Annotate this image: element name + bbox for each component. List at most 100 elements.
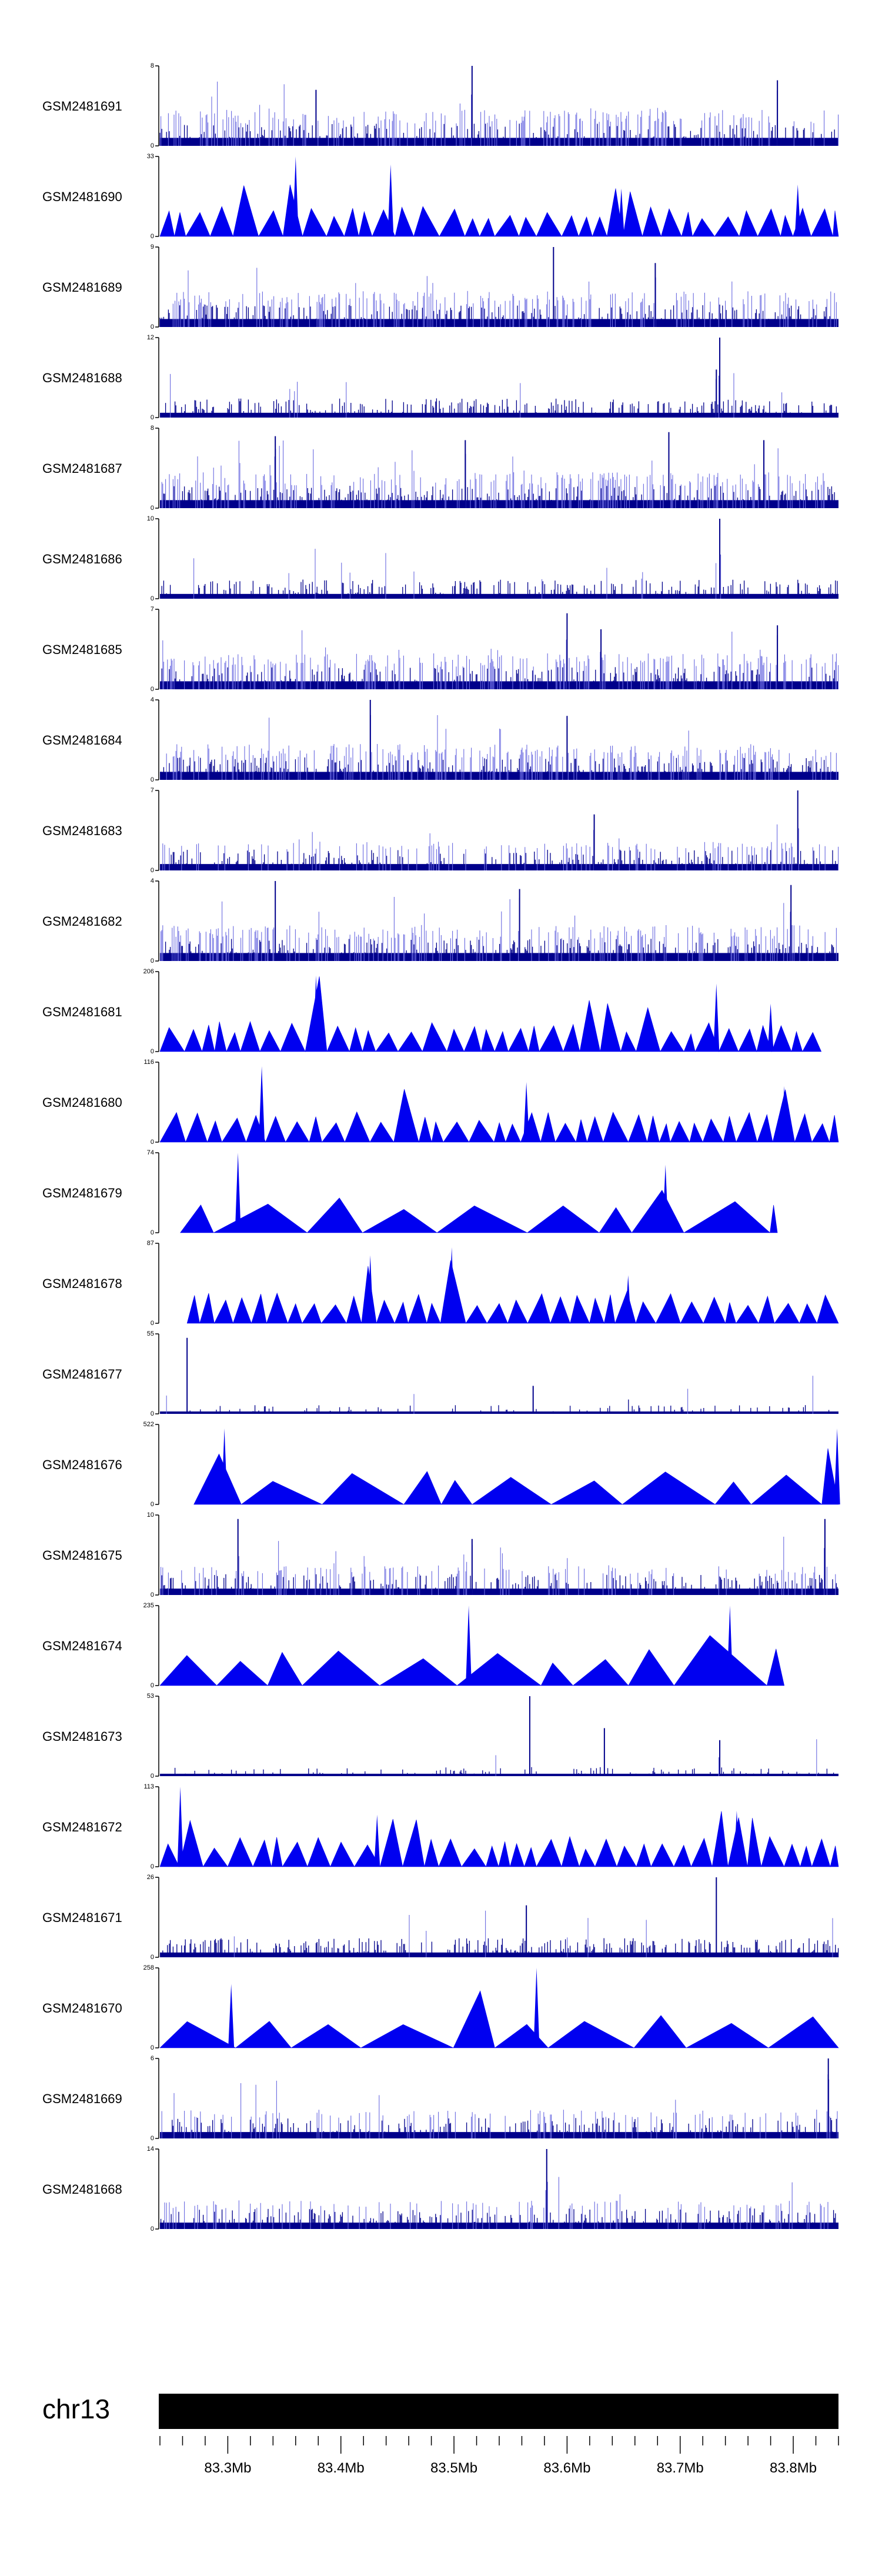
y-max-label: 87 — [147, 1240, 154, 1247]
coverage-area — [159, 976, 822, 1053]
track-GSM2481673: GSM2481673 53 0 — [42, 1693, 838, 1780]
coverage-peak — [313, 975, 319, 1052]
y-min-label: 0 — [151, 1139, 154, 1146]
coverage-peak — [374, 1814, 380, 1867]
track-label: GSM2481668 — [42, 2182, 122, 2197]
coverage-peak — [387, 164, 394, 236]
y-max-label: 522 — [143, 1421, 154, 1428]
y-max-label: 14 — [147, 2145, 154, 2153]
y-min-label: 0 — [151, 2044, 154, 2051]
track-label: GSM2481679 — [42, 1186, 122, 1200]
coverage-peak — [367, 1255, 373, 1323]
coverage-baseline — [160, 2223, 838, 2229]
coverage-spikes-light — [495, 1739, 817, 1776]
coverage-peak — [228, 1984, 235, 2048]
coverage-baseline — [160, 1773, 838, 1776]
coverage-peak — [625, 1275, 632, 1323]
y-min-label: 0 — [151, 323, 154, 331]
coverage-spikes-light — [166, 715, 837, 780]
track-GSM2481674: GSM2481674 235 0 — [42, 1602, 785, 1689]
track-GSM2481684: GSM2481684 4 0 — [42, 696, 838, 783]
coverage-baseline — [160, 1952, 838, 1957]
track-label: GSM2481691 — [42, 99, 122, 114]
track-GSM2481686: GSM2481686 10 0 — [42, 515, 838, 602]
coverage-peak — [259, 1066, 265, 1142]
coverage-spikes-light — [161, 434, 825, 508]
track-label: GSM2481683 — [42, 823, 122, 838]
coverage-peak — [533, 1968, 540, 2048]
y-min-label: 0 — [151, 142, 154, 149]
y-min-label: 0 — [151, 1591, 154, 1599]
y-min-label: 0 — [151, 1863, 154, 1870]
coverage-spikes-light — [172, 268, 837, 327]
y-min-label: 0 — [151, 414, 154, 421]
coverage-peak — [618, 188, 624, 236]
coverage-peak — [235, 1153, 241, 1233]
y-max-label: 74 — [147, 1149, 154, 1156]
track-label: GSM2481681 — [42, 1005, 122, 1019]
track-label: GSM2481686 — [42, 552, 122, 566]
y-max-label: 26 — [147, 1874, 154, 1881]
track-GSM2481675: GSM2481675 10 0 — [42, 1511, 838, 1599]
coverage-spikes-light — [161, 2074, 838, 2138]
track-GSM2481672: GSM2481672 113 0 — [42, 1783, 839, 1870]
y-min-label: 0 — [151, 505, 154, 512]
coverage-area — [159, 1635, 785, 1686]
axis-tick-label: 83.8Mb — [770, 2460, 817, 2476]
coverage-peak — [221, 1428, 228, 1504]
chromosome-label: chr13 — [42, 2394, 110, 2424]
coverage-peak — [292, 156, 299, 236]
y-max-label: 7 — [151, 606, 154, 613]
axis-tick-label: 83.6Mb — [543, 2460, 590, 2476]
y-max-label: 12 — [147, 334, 154, 341]
coverage-area — [180, 1190, 778, 1233]
track-label: GSM2481678 — [42, 1276, 122, 1291]
y-max-label: 55 — [147, 1330, 154, 1337]
track-label: GSM2481672 — [42, 1820, 122, 1834]
y-min-label: 0 — [151, 686, 154, 693]
coverage-spikes-dark — [161, 1574, 838, 1595]
track-label: GSM2481687 — [42, 461, 122, 476]
track-GSM2481671: GSM2481671 26 0 — [42, 1874, 839, 1961]
track-GSM2481679: GSM2481679 74 0 — [42, 1149, 778, 1236]
y-max-label: 8 — [151, 425, 154, 432]
track-GSM2481669: GSM2481669 6 0 — [42, 2055, 838, 2142]
track-label: GSM2481680 — [42, 1095, 122, 1110]
coverage-peak — [767, 1003, 774, 1052]
y-min-label: 0 — [151, 776, 154, 783]
coverage-baseline — [160, 1589, 838, 1595]
y-max-label: 53 — [147, 1693, 154, 1700]
coverage-spikes-dark — [163, 486, 835, 508]
track-GSM2481680: GSM2481680 116 0 — [42, 1059, 839, 1146]
coverage-spikes-light — [162, 630, 839, 689]
axis-tick-label: 83.7Mb — [657, 2460, 704, 2476]
y-min-label: 0 — [151, 957, 154, 965]
y-min-label: 0 — [151, 1048, 154, 1055]
coverage-spikes-dark — [189, 1399, 830, 1414]
coverage-spikes-dark — [162, 1938, 839, 1957]
y-max-label: 4 — [151, 877, 154, 885]
coverage-peak — [733, 1810, 740, 1867]
track-label: GSM2481673 — [42, 1729, 122, 1744]
coverage-area — [159, 184, 839, 238]
track-label: GSM2481682 — [42, 914, 122, 929]
track-GSM2481685: GSM2481685 7 0 — [42, 606, 839, 693]
coverage-spikes-dark — [160, 757, 833, 780]
coverage-peak — [466, 1606, 472, 1686]
track-GSM2481688: GSM2481688 12 0 — [42, 334, 838, 421]
y-max-label: 33 — [147, 153, 154, 160]
track-GSM2481682: GSM2481682 4 0 — [42, 877, 838, 965]
axis-tick-label: 83.4Mb — [318, 2460, 365, 2476]
track-GSM2481687: GSM2481687 8 0 — [42, 425, 838, 512]
y-max-label: 235 — [143, 1602, 154, 1609]
y-min-label: 0 — [151, 1410, 154, 1417]
coverage-spikes-light — [193, 520, 721, 599]
y-max-label: 113 — [143, 1783, 154, 1790]
y-max-label: 4 — [151, 696, 154, 703]
y-min-label: 0 — [151, 1320, 154, 1327]
coverage-area — [159, 1990, 839, 2048]
coverage-spikes-dark — [159, 124, 835, 146]
y-max-label: 258 — [143, 1964, 154, 1971]
coverage-spikes-dark — [172, 2117, 837, 2138]
track-label: GSM2481689 — [42, 280, 122, 295]
